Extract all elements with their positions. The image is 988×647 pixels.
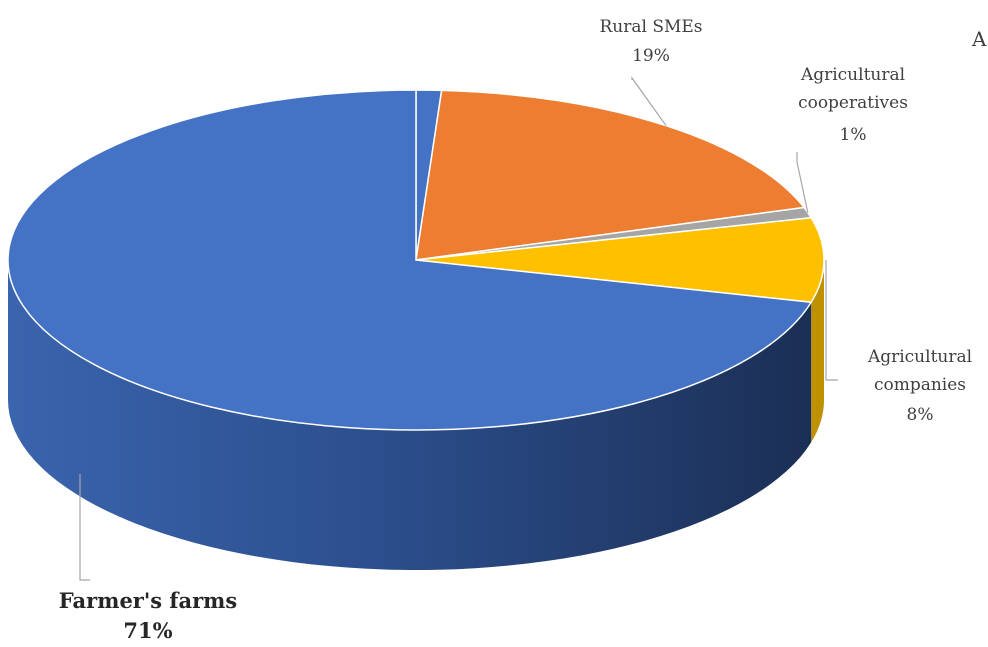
pie-side-walls [7,260,824,571]
data-label-coop-name-2: cooperatives [798,93,908,113]
data-label-farms-percent: 71% [123,618,172,643]
pie-side-farms [7,260,812,571]
leader-line-farms [79,474,90,581]
pie-slice-companies [415,216,825,304]
data-label-rural-name-1: Rural SMEs [599,17,702,37]
pie-side-companies [811,260,824,443]
data-label-coop-percent: 1% [840,125,867,145]
leader-lines [79,76,838,581]
data-label-farms-name-1: Farmer's farms [59,588,237,613]
data-label-rural-percent: 19% [632,46,670,66]
pie-top-faces [7,89,825,431]
data-label-companies-name-2: companies [874,375,966,395]
data-label-companies-percent: 8% [907,405,934,425]
leader-line-rural [631,76,667,127]
cut-off-title-text: A [971,27,987,51]
pie-slice-farms [7,89,813,431]
data-label-coop-name-1: Agricultural [800,65,905,85]
leader-line-companies [825,260,838,381]
data-label-companies-name-1: Agricultural [867,347,972,367]
data-labels: Rural SMEs 19% Agricultural cooperatives 1% A… [59,17,972,643]
leader-line-coop [796,152,809,213]
